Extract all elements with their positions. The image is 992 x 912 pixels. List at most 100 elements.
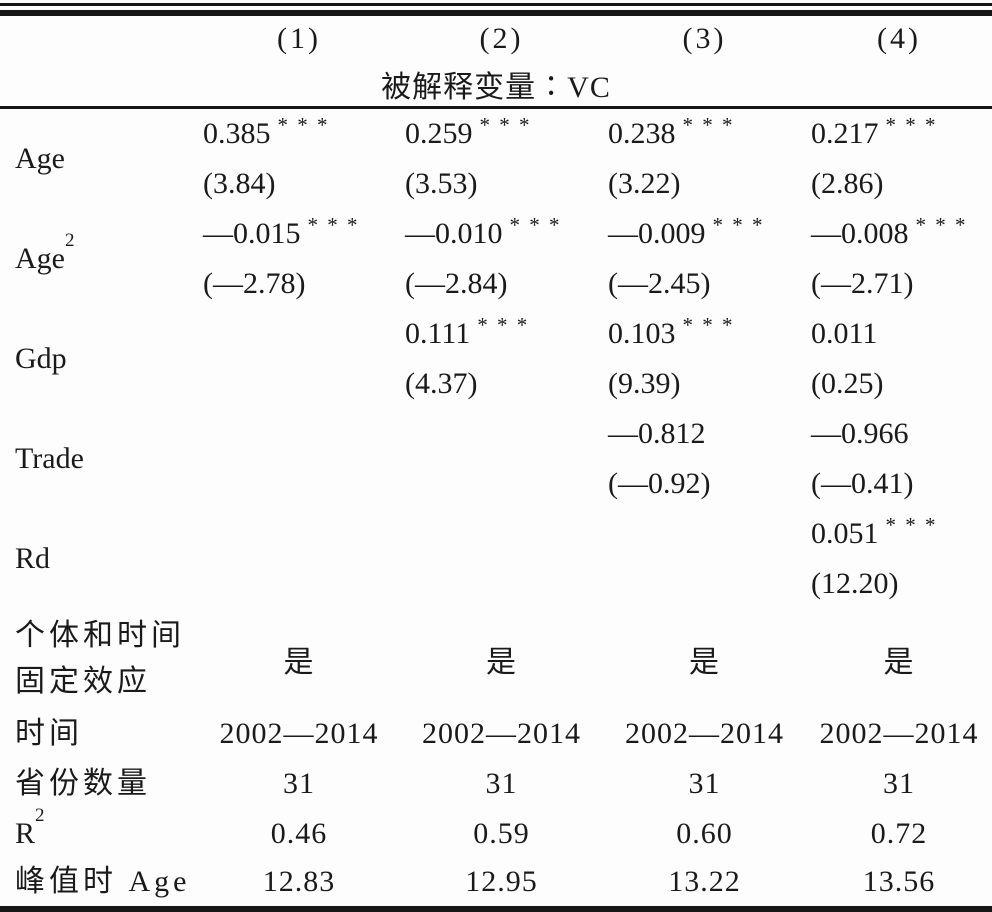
coefficient-value: 0.385 bbox=[203, 117, 271, 150]
coef-cell bbox=[400, 409, 603, 509]
t-statistic bbox=[608, 559, 806, 609]
t-statistic: (12.20) bbox=[811, 567, 899, 600]
coef-cell: —0.010 * * * (—2.84) bbox=[400, 209, 603, 309]
coef-cell: —0.966 (—0.41) bbox=[806, 409, 992, 509]
variable-name: Gdp bbox=[15, 342, 67, 375]
coef-cell: 0.051 * * * (12.20) bbox=[806, 509, 992, 609]
coefficient-line bbox=[608, 509, 806, 559]
t-statistic bbox=[405, 559, 603, 609]
coefficient-line: 0.217 * * * bbox=[811, 109, 992, 159]
summary-cell: 12.95 bbox=[465, 865, 538, 899]
summary-cell: 31 bbox=[688, 767, 721, 800]
summary-cell: 是 bbox=[883, 646, 915, 679]
table-row-age: Age 0.385 * * * (3.84) 0.259 * * * (3.53) … bbox=[0, 108, 992, 210]
coefficient-line: —0.015 * * * bbox=[203, 209, 400, 259]
significance-stars: * * * bbox=[682, 113, 735, 137]
coefficient-value: 0.111 bbox=[405, 317, 471, 350]
significance-stars: * * * bbox=[682, 313, 735, 337]
regression-table: (1) (2) (3) (4) 被解释变量∶VC Age 0.385 * * * … bbox=[0, 16, 992, 906]
summary-cell: 是 bbox=[283, 646, 315, 679]
summary-cell: 31 bbox=[283, 767, 315, 800]
summary-cell: 0.72 bbox=[870, 817, 928, 850]
column-header-2: (2) bbox=[479, 22, 524, 55]
row-label-trade: Trade bbox=[0, 409, 198, 509]
table-row-fixed-effects: 个体和时间 固定效应 是 是 是 是 bbox=[0, 609, 992, 709]
table-top-rule bbox=[0, 3, 992, 16]
t-statistic: (9.39) bbox=[608, 367, 681, 400]
coef-cell bbox=[400, 509, 603, 609]
coef-cell: 0.103 * * * (9.39) bbox=[603, 309, 806, 409]
coef-cell: 0.238 * * * (3.22) bbox=[603, 108, 806, 210]
coefficient-value: 0.217 bbox=[811, 117, 879, 150]
coefficient-line: —0.008 * * * bbox=[811, 209, 992, 259]
coefficient-line: —0.010 * * * bbox=[405, 209, 603, 259]
t-statistic: (3.22) bbox=[608, 167, 681, 200]
t-statistic: (—0.92) bbox=[608, 467, 711, 500]
coefficient-line bbox=[405, 509, 603, 559]
coefficient-line: 0.385 * * * bbox=[203, 109, 400, 159]
statistic-name: R bbox=[15, 817, 36, 850]
coef-cell: —0.812 (—0.92) bbox=[603, 409, 806, 509]
table-row-trade: Trade —0.812 (—0.92) —0.966 (—0.41) bbox=[0, 409, 992, 509]
t-statistic: (—2.45) bbox=[608, 267, 711, 300]
column-header-4: (4) bbox=[877, 22, 921, 55]
variable-name: Age bbox=[15, 242, 65, 275]
significance-stars: * * * bbox=[885, 113, 938, 137]
significance-stars: * * * bbox=[509, 213, 562, 237]
coefficient-value: 0.238 bbox=[608, 117, 676, 150]
row-label-r-squared: R2 bbox=[0, 806, 198, 859]
summary-cell: 31 bbox=[883, 767, 915, 800]
dependent-variable-row: 被解释变量∶VC bbox=[0, 62, 992, 109]
coefficient-value: —0.010 bbox=[405, 217, 503, 250]
t-statistic: (3.53) bbox=[405, 167, 478, 200]
t-statistic: (4.37) bbox=[405, 367, 478, 400]
coefficient-line: 0.259 * * * bbox=[405, 109, 603, 159]
summary-cell: 0.60 bbox=[676, 817, 733, 850]
coef-cell bbox=[198, 509, 400, 609]
coefficient-value: 0.011 bbox=[811, 317, 878, 350]
coefficient-line: —0.009 * * * bbox=[608, 209, 806, 259]
summary-cell: 0.46 bbox=[270, 817, 328, 850]
t-statistic: (2.86) bbox=[811, 167, 884, 200]
table-row-peak-age: 峰值时 Age 12.83 12.95 13.22 13.56 bbox=[0, 859, 992, 906]
coefficient-value: —0.008 bbox=[811, 217, 909, 250]
t-statistic: (3.84) bbox=[203, 167, 276, 200]
row-label-age-squared: Age2 bbox=[0, 209, 198, 309]
t-statistic bbox=[405, 459, 603, 509]
t-statistic bbox=[203, 359, 400, 409]
summary-cell: 是 bbox=[486, 646, 517, 679]
coef-cell: 0.259 * * * (3.53) bbox=[400, 108, 603, 210]
coefficient-value: 0.103 bbox=[608, 317, 676, 350]
coefficient-line: 0.103 * * * bbox=[608, 309, 806, 359]
dependent-variable-label: 被解释变量∶VC bbox=[0, 62, 992, 109]
coefficient-line: —0.966 bbox=[811, 409, 992, 459]
significance-stars: * * * bbox=[477, 313, 530, 337]
summary-cell: 13.56 bbox=[862, 865, 936, 899]
table-row-gdp: Gdp 0.111 * * * (4.37) 0.103 * * * (9.39) … bbox=[0, 309, 992, 409]
summary-cell: 是 bbox=[689, 646, 720, 679]
column-header-3: (3) bbox=[682, 22, 727, 55]
variable-superscript: 2 bbox=[64, 230, 75, 251]
t-statistic: (—2.84) bbox=[405, 267, 508, 300]
summary-cell: 31 bbox=[485, 767, 518, 800]
coefficient-line bbox=[203, 309, 400, 359]
significance-stars: * * * bbox=[712, 213, 765, 237]
variable-name: Rd bbox=[15, 542, 51, 575]
significance-stars: * * * bbox=[915, 213, 968, 237]
row-label-time-period: 时间 bbox=[15, 716, 83, 750]
table-row-age-squared: Age2 —0.015 * * * (—2.78) —0.010 * * * (—2… bbox=[0, 209, 992, 309]
coefficient-value: —0.015 bbox=[203, 217, 301, 250]
t-statistic bbox=[203, 559, 400, 609]
row-label-province-count: 省份数量 bbox=[15, 766, 151, 800]
coefficient-value: —0.966 bbox=[811, 417, 909, 450]
coefficient-line bbox=[203, 409, 400, 459]
significance-stars: * * * bbox=[307, 213, 360, 237]
table-row-r-squared: R2 0.46 0.59 0.60 0.72 bbox=[0, 806, 992, 859]
empty-corner-cell bbox=[0, 16, 198, 62]
coefficient-line bbox=[405, 409, 603, 459]
coef-cell bbox=[198, 309, 400, 409]
coef-cell: —0.009 * * * (—2.45) bbox=[603, 209, 806, 309]
row-label-age: Age bbox=[0, 108, 198, 210]
coef-cell: 0.217 * * * (2.86) bbox=[806, 108, 992, 210]
coef-cell bbox=[603, 509, 806, 609]
